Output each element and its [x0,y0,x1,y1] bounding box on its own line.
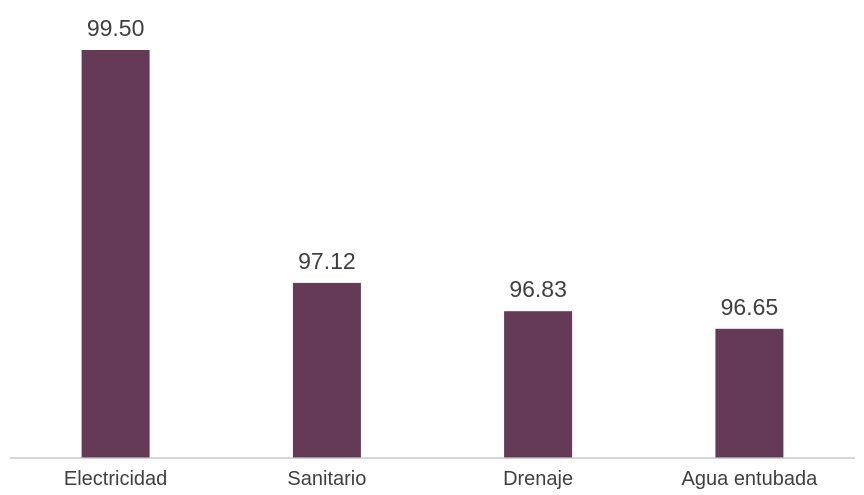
bar-electricidad [81,50,150,458]
x-tick-label-sanitario: Sanitario [287,468,366,490]
bar-agua-entubada [715,328,784,458]
data-label-agua-entubada: 96.65 [721,294,779,320]
data-label-sanitario: 97.12 [298,248,356,274]
bar-sanitario [292,282,361,458]
x-tick-label-drenaje: Drenaje [503,468,573,490]
bar-drenaje [504,311,573,458]
data-label-electricidad: 99.50 [87,15,145,41]
x-tick-label-agua-entubada: Agua entubada [682,468,819,490]
data-label-drenaje: 96.83 [509,276,567,302]
data-labels-group: 99.50 97.12 96.83 96.65 [87,15,778,320]
bars-group [81,50,784,458]
x-tick-labels-group: Electricidad Sanitario Drenaje Agua entubad… [64,468,818,490]
x-tick-label-electricidad: Electricidad [64,468,167,490]
